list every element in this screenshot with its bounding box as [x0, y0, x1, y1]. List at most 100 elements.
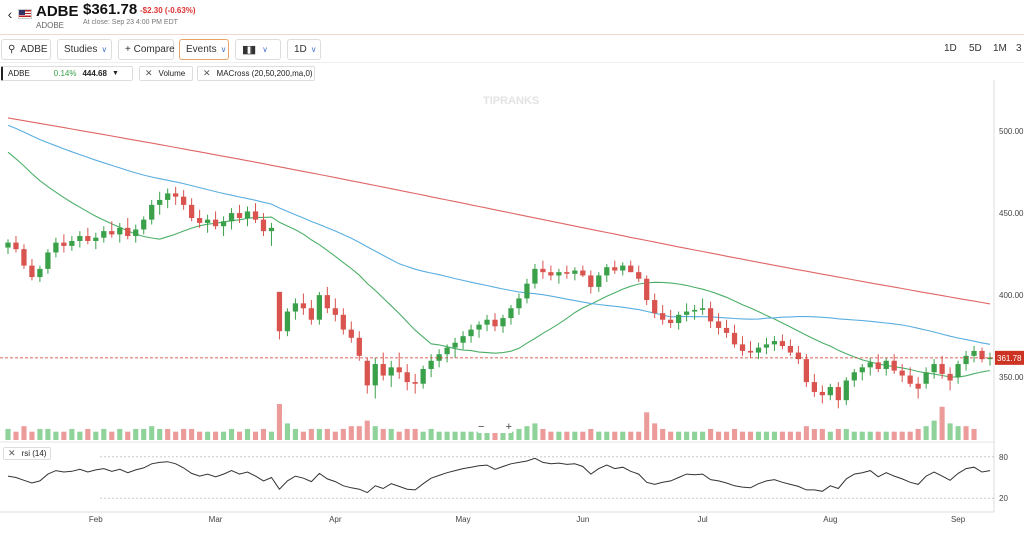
x-tick-label: Jul [697, 515, 707, 524]
x-tick-label: Feb [89, 515, 103, 524]
legend-percent: 0.14% [53, 69, 77, 78]
candle-body [292, 303, 299, 312]
candle-body [196, 218, 203, 223]
candle-body [819, 391, 825, 396]
candle-body [308, 308, 315, 320]
candle-body [987, 357, 993, 360]
candle-body [859, 367, 865, 373]
volume-bar [955, 426, 961, 440]
candle-body [181, 196, 187, 205]
close-icon[interactable]: ✕ [145, 68, 153, 78]
candle-body [620, 265, 626, 271]
volume-bar [460, 431, 466, 440]
volume-bar [268, 431, 275, 440]
chart-type-button[interactable]: ▮▯▮ ∨ [235, 39, 281, 60]
chevron-down-icon: ∨ [220, 45, 227, 54]
timeframe-1d[interactable]: 1D [944, 43, 957, 54]
volume-bar [620, 431, 626, 440]
candle-body [420, 368, 426, 384]
legend-value: 444.68 [82, 69, 107, 78]
timeframe-5d[interactable]: 5D [969, 43, 982, 54]
y-tick-label: 350.00 [999, 373, 1024, 382]
volume-bar [436, 431, 442, 440]
candle-body [636, 272, 642, 279]
volume-bar [644, 412, 650, 440]
volume-bar [492, 431, 498, 440]
rsi-tick-label: 20 [999, 494, 1008, 503]
candle-body [811, 382, 817, 392]
compare-button[interactable]: + Compare [118, 39, 175, 60]
candle-body [915, 383, 921, 389]
timeframe-3m[interactable]: 3 [1016, 43, 1022, 54]
timeframe-1m[interactable]: 1M [993, 43, 1007, 54]
symbol-legend[interactable]: ADBE 0.14% 444.68 ▼ [1, 66, 133, 81]
candle-body [707, 308, 714, 322]
candle-body [212, 219, 219, 227]
candle-body [404, 372, 410, 383]
volume-bar [380, 428, 386, 440]
volume-bar [452, 431, 458, 440]
candle-body [835, 387, 841, 401]
volume-bar [228, 428, 235, 440]
candle-body [588, 275, 594, 287]
candlestick-icon: ▮▯▮ [242, 44, 256, 56]
us-flag-icon [18, 9, 32, 19]
volume-bar [771, 431, 777, 440]
candle-body [444, 347, 450, 355]
y-tick-label: 400.00 [999, 291, 1024, 300]
zoom-in-button[interactable]: + [505, 421, 512, 433]
candle-body [763, 344, 770, 348]
last-price-tag-label: 361.78 [997, 354, 1022, 363]
volume-bar [548, 431, 554, 440]
macross-legend[interactable]: ✕ MACross (20,50,200,ma,0) [197, 66, 315, 81]
candle-body [117, 227, 123, 235]
volume-bar [5, 428, 11, 440]
candle-body [955, 364, 961, 378]
candle-body [364, 360, 370, 386]
volume-legend[interactable]: ✕ Volume [139, 66, 193, 81]
candle-body [388, 367, 394, 376]
volume-bar [37, 428, 43, 440]
candle-body [476, 324, 482, 330]
symbol-search-button[interactable]: ⚲ ADBE [1, 39, 51, 60]
candle-body [69, 240, 75, 246]
volume-bar [468, 431, 474, 440]
candle-body [715, 321, 722, 328]
candle-body [5, 242, 11, 248]
volume-bar [404, 428, 410, 440]
volume-bar [77, 431, 83, 440]
volume-bar [516, 428, 522, 440]
volume-bar [676, 431, 682, 440]
candle-body [436, 354, 442, 361]
candle-body [644, 278, 650, 301]
volume-bar [109, 431, 115, 440]
interval-select[interactable]: 1D ∨ [287, 39, 321, 60]
events-button[interactable]: Events ∨ [179, 39, 229, 60]
volume-bar [795, 431, 801, 440]
candle-body [380, 364, 386, 376]
volume-bar [875, 431, 881, 440]
close-icon[interactable]: ✕ [203, 68, 211, 78]
zoom-out-button[interactable]: − [478, 421, 485, 433]
close-icon[interactable]: ✕ [8, 448, 16, 458]
volume-bar [708, 428, 714, 440]
candle-body [13, 242, 19, 250]
header-bar: ‹ ADBE ADOBE $361.78 -$2.30 (-0.63%) At … [0, 0, 1024, 34]
volume-bar [189, 428, 195, 440]
candle-body [53, 242, 59, 253]
candle-body [532, 268, 538, 284]
rsi-legend[interactable]: ✕ rsi (14) [3, 447, 52, 460]
candle-body [867, 362, 873, 368]
studies-button[interactable]: Studies ∨ [57, 39, 112, 60]
volume-bar [117, 428, 123, 440]
volume-bar [763, 431, 770, 440]
chevron-left-icon[interactable]: ‹ [7, 6, 13, 22]
candle-body [93, 237, 99, 241]
volume-bar [125, 431, 131, 440]
candle-body [276, 291, 283, 332]
legend-symbol: ADBE [8, 69, 30, 78]
candle-body [747, 350, 754, 353]
volume-bar [755, 431, 762, 440]
volume-bar [859, 431, 865, 440]
